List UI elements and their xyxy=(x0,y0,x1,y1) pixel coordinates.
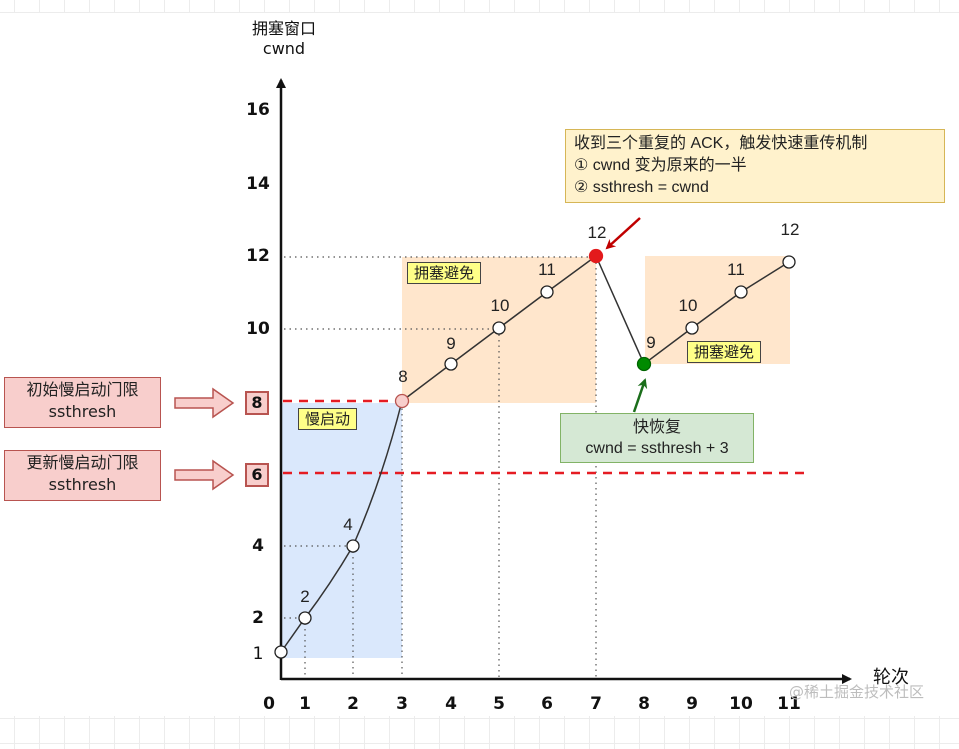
x-tick-10: 10 xyxy=(729,694,753,714)
x-tick-11: 11 xyxy=(777,694,801,714)
fast-recovery-note: 快恢复 cwnd = ssthresh + 3 xyxy=(560,413,754,463)
point-round-1 xyxy=(298,611,312,625)
fast-retransmit-line1: 收到三个重复的 ACK，触发快速重传机制 xyxy=(574,135,868,152)
slow-start-tag: 慢启动 xyxy=(298,408,358,430)
fast-recovery-line2: cwnd = ssthresh + 3 xyxy=(585,440,729,457)
point-label-9-recovery: 9 xyxy=(646,333,656,352)
x-tick-9: 9 xyxy=(686,694,698,714)
updated-threshold-box: 更新慢启动门限 ssthresh xyxy=(4,450,161,501)
initial-threshold-line2: ssthresh xyxy=(48,402,117,421)
x-tick-0: 0 xyxy=(263,694,275,714)
point-label-11b: 11 xyxy=(727,260,745,279)
x-tick-7: 7 xyxy=(590,694,602,714)
point-label-12b: 12 xyxy=(780,220,800,239)
point-label-9: 9 xyxy=(446,334,456,353)
point-label-10b: 10 xyxy=(678,296,698,315)
y-axis-title-cn: 拥塞窗口 xyxy=(251,19,316,38)
congestion-avoidance-tag-2: 拥塞避免 xyxy=(687,341,762,363)
updated-threshold-arrow-icon xyxy=(174,459,235,491)
point-round-8-recovery xyxy=(636,356,652,372)
point-round-3 xyxy=(394,393,410,409)
y-tick-10: 10 xyxy=(246,319,270,339)
y-axis-title: 拥塞窗口 cwnd xyxy=(236,19,332,59)
x-tick-8: 8 xyxy=(638,694,650,714)
data-points xyxy=(274,248,796,659)
fast-retransmit-line3: ② ssthresh = cwnd xyxy=(574,179,709,196)
x-tick-5: 5 xyxy=(493,694,505,714)
fast-retransmit-arrow xyxy=(605,217,641,250)
congestion-avoidance-tag-1: 拥塞避免 xyxy=(407,262,482,284)
point-round-11 xyxy=(782,255,796,269)
point-label-8: 8 xyxy=(398,367,408,386)
point-round-0 xyxy=(274,645,288,659)
updated-threshold-line2: ssthresh xyxy=(48,475,117,494)
x-tick-1: 1 xyxy=(299,694,311,714)
initial-threshold-arrow-icon xyxy=(174,387,235,419)
x-tick-6: 6 xyxy=(541,694,553,714)
initial-threshold-line1: 初始慢启动门限 xyxy=(26,380,139,399)
fast-recovery-arrow xyxy=(632,378,648,413)
point-round-2 xyxy=(346,539,360,553)
y-tick-16: 16 xyxy=(246,100,270,120)
point-round-5 xyxy=(492,321,506,335)
grid-background-top xyxy=(0,0,959,13)
fast-recovery-line1: 快恢复 xyxy=(632,419,681,436)
y-axis-title-en: cwnd xyxy=(262,39,306,58)
point-label-2: 2 xyxy=(300,587,310,606)
y-tick-14: 14 xyxy=(246,174,270,194)
point-round-4 xyxy=(444,357,458,371)
fast-retransmit-note: 收到三个重复的 ACK，触发快速重传机制 ① cwnd 变为原来的一半 ② ss… xyxy=(565,129,945,203)
watermark: @稀土掘金技术社区 xyxy=(789,683,925,701)
y-tick-2: 2 xyxy=(252,608,264,628)
x-tick-4: 4 xyxy=(445,694,457,714)
y-tick-1: 1 xyxy=(252,644,264,664)
point-label-11: 11 xyxy=(538,260,556,279)
updated-threshold-line1: 更新慢启动门限 xyxy=(26,453,139,472)
initial-ssthresh-value: 8 xyxy=(245,391,269,415)
point-round-10 xyxy=(734,285,748,299)
updated-ssthresh-value: 6 xyxy=(245,463,269,487)
x-tick-2: 2 xyxy=(347,694,359,714)
x-tick-3: 3 xyxy=(396,694,408,714)
y-tick-12: 12 xyxy=(246,246,270,266)
y-tick-4: 4 xyxy=(252,536,264,556)
point-round-6 xyxy=(540,285,554,299)
point-label-4: 4 xyxy=(343,515,353,534)
fast-retransmit-line2: ① cwnd 变为原来的一半 xyxy=(574,157,747,174)
point-round-7-peak xyxy=(588,248,604,264)
initial-threshold-box: 初始慢启动门限 ssthresh xyxy=(4,377,161,428)
point-label-10: 10 xyxy=(490,296,510,315)
x-axis-title: 轮次 xyxy=(873,667,909,688)
point-round-9 xyxy=(685,321,699,335)
point-label-12-peak: 12 xyxy=(587,223,607,242)
grid-background-bottom xyxy=(0,716,959,749)
